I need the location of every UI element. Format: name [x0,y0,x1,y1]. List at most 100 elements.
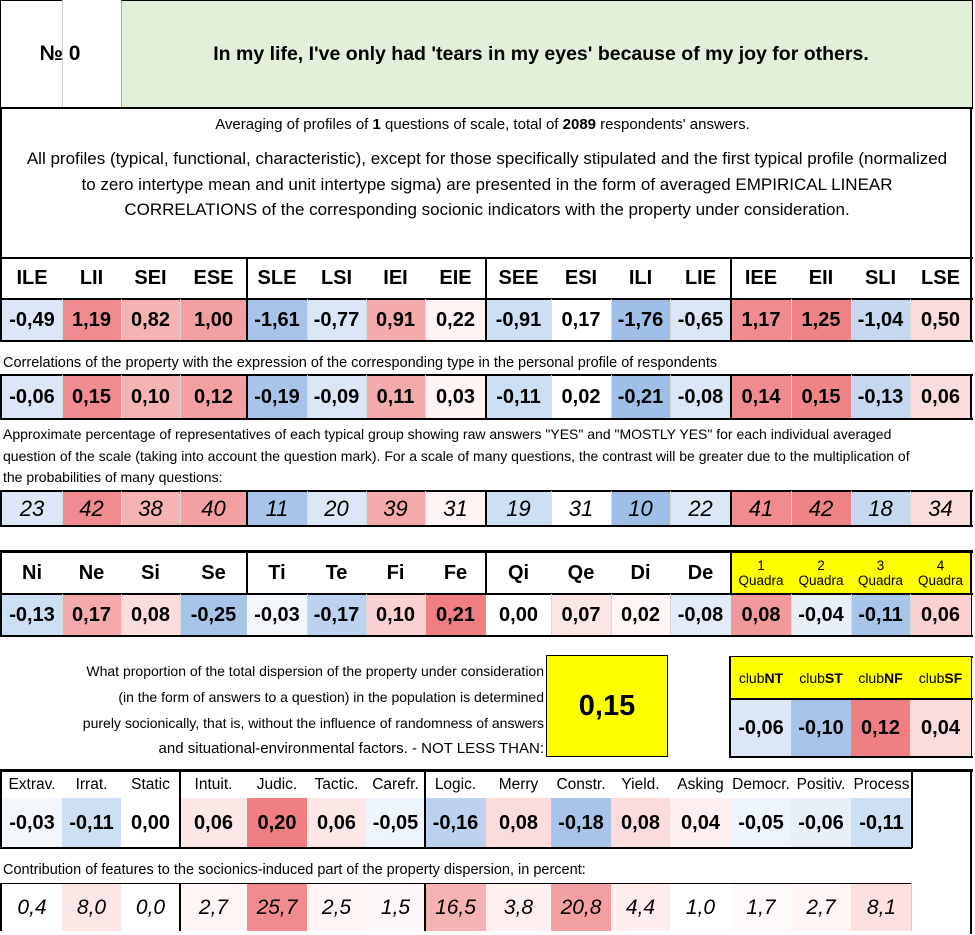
function-header: Di [630,561,651,584]
function-value: -0,25 [180,594,247,636]
club-prefix: club [918,669,945,686]
type-correlation-value: -0,09 [307,375,366,419]
page-title: In my life, I've only had 'tears in my e… [213,42,869,65]
dispersion-line-1: What proportion of the total dispersion … [86,663,544,679]
type-profile-value: -0,49 [2,299,62,341]
cell-divider [121,491,122,525]
group-divider [0,298,2,341]
function-header: Ni [22,561,42,584]
type-correlation-value: -0,13 [851,375,910,419]
type-percentage-value: 42 [791,491,851,526]
group-divider [970,490,972,526]
trait-value: 0,06 [180,798,247,848]
club-border [729,698,973,700]
cell-divider [180,594,181,635]
type-profile-value: -1,61 [247,299,307,341]
function-header: Ti [268,561,286,584]
trait-contribution: 2,5 [307,884,366,931]
trait-header: Extrav. [8,775,56,793]
quadra-number: 3 [876,558,885,573]
respondents-count: 2089 [562,116,597,133]
dispersion-question: What proportion of the total dispersion … [40,658,544,762]
group-divider [730,298,732,341]
type-correlation-value: 0,11 [366,375,425,419]
type-header: LSE [921,267,960,289]
type-percentage-value: 31 [425,491,486,526]
function-value: -0,13 [2,594,62,636]
cell-divider [791,375,792,418]
type-percentage-value: 10 [611,491,670,526]
type-correlation-value: -0,19 [247,375,307,419]
trait-contribution: 0,4 [2,884,62,931]
quadra-label: Quadra [798,573,844,588]
quadra-label: Quadra [857,573,904,588]
cell-divider [307,594,308,635]
club-header: club NF [851,657,910,698]
row-border-mid [0,593,973,595]
page-border-left [0,108,2,258]
cell-divider [121,375,122,418]
cell-divider [851,299,852,340]
type-correlation-value: 0,12 [180,375,247,419]
group-divider [424,884,426,931]
trait-value: 0,00 [121,798,180,848]
row-border-bottom [0,340,973,342]
function-header: Ne [78,561,105,584]
type-percentage-value: 11 [247,491,307,526]
type-header: ESE [193,267,234,289]
club-value: -0,06 [731,700,791,756]
quadra-header: 4 Quadra [910,552,971,594]
club-header: club SF [910,657,971,698]
trait-value: -0,18 [551,798,611,848]
type-percentage-value: 19 [486,491,551,526]
type-profile-value: 0,91 [366,299,425,341]
trait-value: 0,20 [247,798,307,848]
club-value: -0,10 [791,700,851,756]
cell-divider [121,594,122,635]
club-border [729,756,973,758]
header-bottom-border [0,107,973,109]
dispersion-line-2: (in the form of answers to a question) i… [118,689,544,705]
group-divider [424,770,426,848]
cell-divider [366,594,367,635]
row-border-bottom [0,635,973,637]
group-divider [246,374,248,419]
trait-contribution: 2,7 [791,884,851,931]
type-profile-value: 0,82 [121,299,180,341]
cell-divider [851,375,852,418]
trait-header: Tactic. [314,775,359,793]
trait-value: 0,04 [670,798,731,848]
quadra-value: -0,04 [791,594,851,636]
trait-contribution: 0,0 [121,884,180,931]
quadra-value: 0,08 [731,594,791,636]
type-correlation-value: -0,06 [2,375,62,419]
group-divider [0,257,2,299]
header-number-divider [62,0,63,108]
type-profile-value: -0,91 [486,299,551,341]
trait-value: -0,11 [851,798,912,848]
club-border [729,656,731,757]
quadra-value: 0,06 [910,594,971,636]
group-divider [970,374,972,419]
function-header: Te [325,561,348,584]
trait-value: 0,08 [486,798,551,848]
cell-divider [307,491,308,525]
type-profile-value: 1,19 [62,299,121,341]
trait-contribution: 1,7 [731,884,791,931]
type-percentage-value: 34 [910,491,971,526]
type-profile-value: 1,17 [731,299,791,341]
row-border-bottom [0,847,912,849]
type-percentage-value: 38 [121,491,180,526]
cell-divider [791,594,792,635]
cell-divider [611,594,612,635]
function-value: 0,07 [551,594,611,636]
trait-header: Process [853,775,910,793]
dispersion-value: 0,15 [546,655,668,757]
cell-divider [62,375,63,418]
trait-header: Judic. [256,775,298,793]
cell-divider [366,375,367,418]
trait-header: Merry [498,775,539,793]
trait-contribution: 8,0 [62,884,121,931]
type-correlation-value: 0,15 [62,375,121,419]
function-header: Se [201,561,226,584]
